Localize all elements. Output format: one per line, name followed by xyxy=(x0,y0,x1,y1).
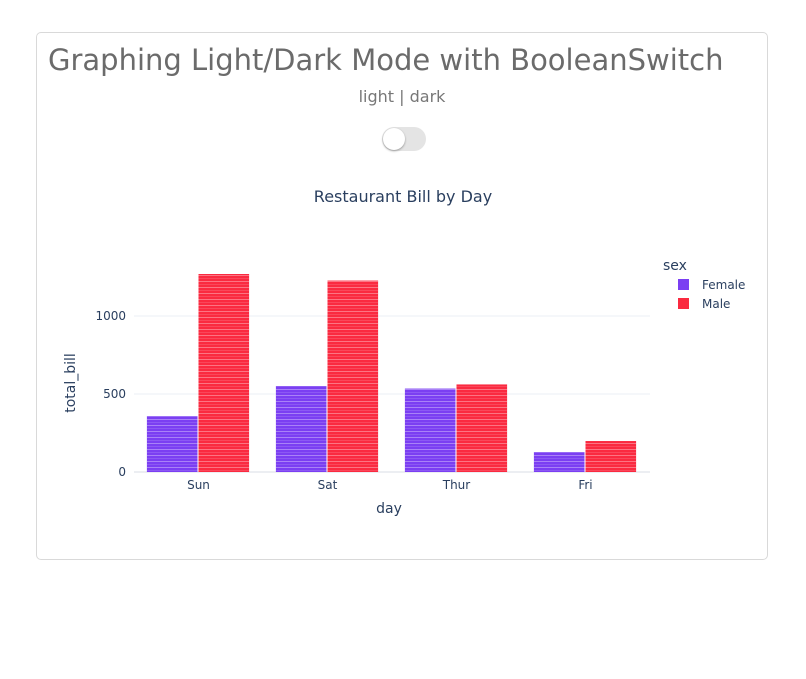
legend-swatch-female[interactable] xyxy=(678,279,689,290)
bar-texture xyxy=(275,386,327,472)
y-tick-label: 500 xyxy=(103,387,126,401)
x-tick-label: Sun xyxy=(187,478,210,492)
theme-toggle-switch[interactable] xyxy=(382,127,426,151)
y-axis-title: total_bill xyxy=(63,353,79,413)
x-tick-label: Fri xyxy=(578,478,592,492)
legend-swatch-male[interactable] xyxy=(678,298,689,309)
x-axis-title: day xyxy=(376,501,402,517)
toggle-label: light | dark xyxy=(358,87,446,106)
content-card: Graphing Light/Dark Mode with BooleanSwi… xyxy=(36,32,768,560)
bars xyxy=(146,274,637,472)
bar-texture xyxy=(585,441,637,472)
legend-item-label[interactable]: Male xyxy=(702,297,730,311)
y-axis-ticks: 0 500 1000 xyxy=(95,309,126,479)
y-tick-label: 0 xyxy=(118,465,126,479)
y-tick-label: 1000 xyxy=(95,309,126,323)
bar-texture xyxy=(327,280,379,472)
x-tick-label: Thur xyxy=(442,478,471,492)
toggle-knob[interactable] xyxy=(383,128,405,150)
bar-texture xyxy=(533,452,585,472)
chart-title: Restaurant Bill by Day xyxy=(314,187,492,206)
bar-texture xyxy=(456,384,508,472)
bar-texture xyxy=(404,388,456,472)
bar-chart: Restaurant Bill by Day 0 500 1000 Sun Sat Th… xyxy=(63,187,745,517)
bar-texture xyxy=(146,416,198,472)
legend: sex Female Male xyxy=(663,258,745,311)
x-axis-ticks: Sun Sat Thur Fri xyxy=(187,478,593,492)
page-title: Graphing Light/Dark Mode with BooleanSwi… xyxy=(48,43,724,77)
bar-texture xyxy=(198,274,250,472)
legend-item-label[interactable]: Female xyxy=(702,278,745,292)
legend-title: sex xyxy=(663,258,687,274)
x-tick-label: Sat xyxy=(318,478,338,492)
